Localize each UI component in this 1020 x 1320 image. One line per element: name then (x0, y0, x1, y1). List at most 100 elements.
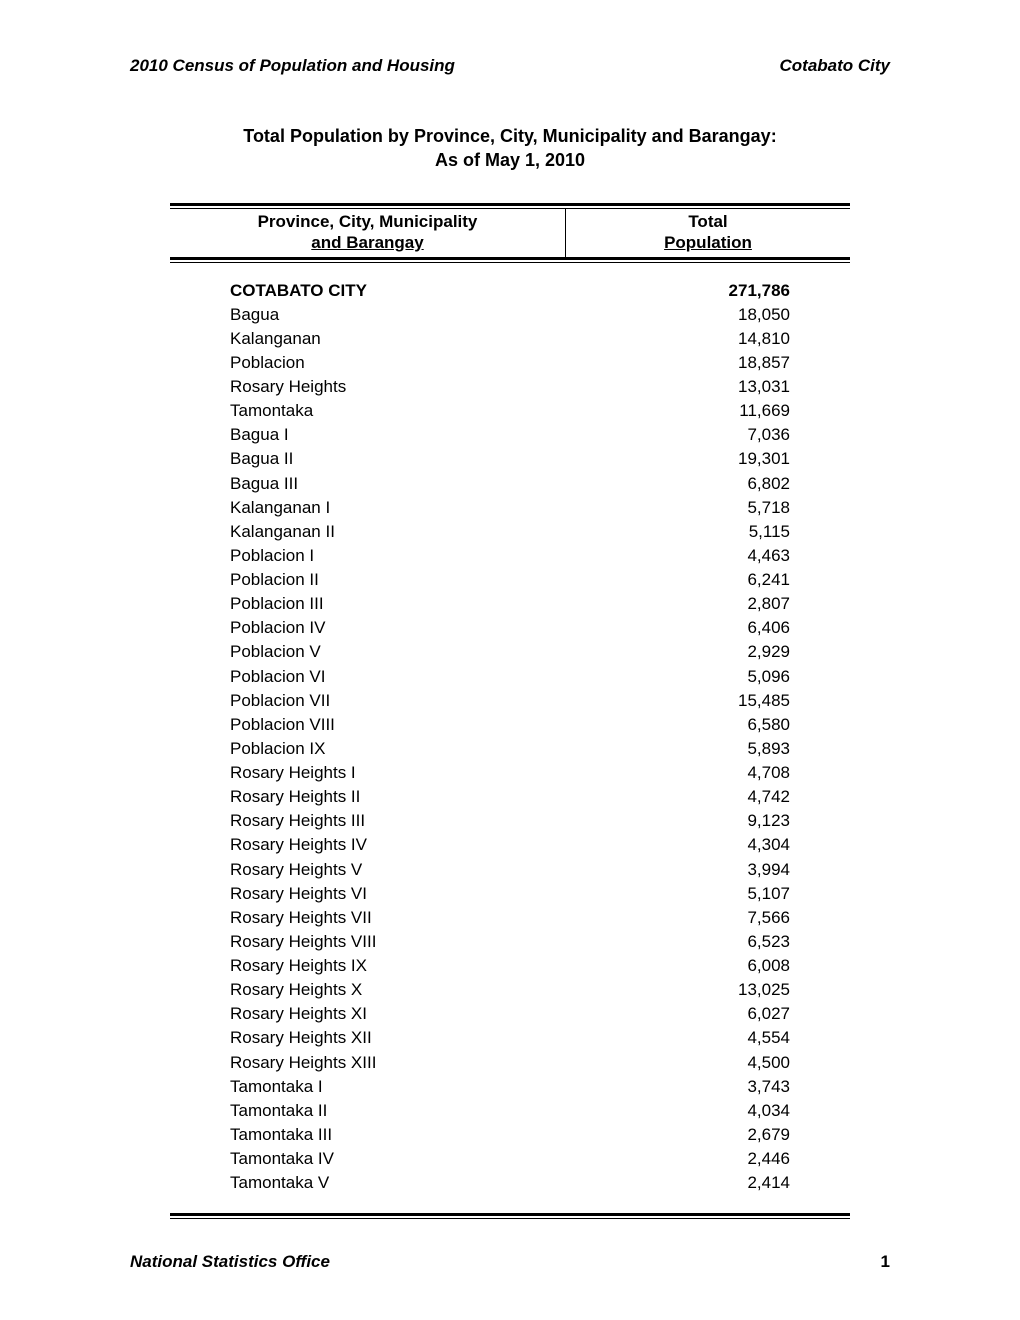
row-name: Poblacion I (170, 544, 565, 568)
row-value: 6,008 (565, 954, 850, 978)
table-row: Kalanganan I5,718 (170, 496, 850, 520)
running-header: 2010 Census of Population and Housing Co… (130, 56, 890, 76)
row-value: 2,679 (565, 1123, 850, 1147)
table-row: Poblacion I4,463 (170, 544, 850, 568)
row-name: Rosary Heights VIII (170, 930, 565, 954)
row-value: 4,554 (565, 1026, 850, 1050)
row-value: 13,031 (565, 375, 850, 399)
row-name: Rosary Heights II (170, 785, 565, 809)
column-header-row-2: and Barangay Population (170, 233, 850, 257)
row-name: Rosary Heights V (170, 858, 565, 882)
row-name: Kalanganan I (170, 496, 565, 520)
row-name: Poblacion VII (170, 689, 565, 713)
row-value: 18,857 (565, 351, 850, 375)
row-name: Bagua III (170, 472, 565, 496)
row-value: 6,523 (565, 930, 850, 954)
row-name: Poblacion IV (170, 616, 565, 640)
table-row: Poblacion VII15,485 (170, 689, 850, 713)
row-name: Poblacion IX (170, 737, 565, 761)
page: 2010 Census of Population and Housing Co… (0, 0, 1020, 1320)
row-name: Poblacion V (170, 640, 565, 664)
table-row: COTABATO CITY271,786 (170, 279, 850, 303)
row-name: Rosary Heights VII (170, 906, 565, 930)
row-name: Tamontaka III (170, 1123, 565, 1147)
col-left-line1: Province, City, Municipality (170, 209, 565, 233)
document-title: Total Population by Province, City, Muni… (130, 124, 890, 173)
row-name: Rosary Heights XI (170, 1002, 565, 1026)
row-name: Rosary Heights X (170, 978, 565, 1002)
row-name: Poblacion (170, 351, 565, 375)
table-row: Rosary Heights IX6,008 (170, 954, 850, 978)
row-value: 15,485 (565, 689, 850, 713)
row-value: 5,115 (565, 520, 850, 544)
row-name: Kalanganan II (170, 520, 565, 544)
table-row: Kalanganan II5,115 (170, 520, 850, 544)
table-row: Tamontaka IV2,446 (170, 1147, 850, 1171)
row-name: Poblacion III (170, 592, 565, 616)
row-value: 13,025 (565, 978, 850, 1002)
row-value: 2,414 (565, 1171, 850, 1195)
table-row: Rosary Heights13,031 (170, 375, 850, 399)
row-name: Rosary Heights XIII (170, 1051, 565, 1075)
row-name: Rosary Heights III (170, 809, 565, 833)
row-name: Rosary Heights IX (170, 954, 565, 978)
table-row: Tamontaka I3,743 (170, 1075, 850, 1099)
footer-org: National Statistics Office (130, 1252, 330, 1272)
title-line-1: Total Population by Province, City, Muni… (130, 124, 890, 148)
table-row: Bagua18,050 (170, 303, 850, 327)
row-value: 19,301 (565, 447, 850, 471)
table-row: Rosary Heights VIII6,523 (170, 930, 850, 954)
row-value: 5,107 (565, 882, 850, 906)
row-value: 6,580 (565, 713, 850, 737)
table-row: Rosary Heights II4,742 (170, 785, 850, 809)
row-value: 6,802 (565, 472, 850, 496)
row-value: 3,994 (565, 858, 850, 882)
row-value: 4,742 (565, 785, 850, 809)
row-name: Tamontaka (170, 399, 565, 423)
row-value: 6,241 (565, 568, 850, 592)
row-name: Rosary Heights IV (170, 833, 565, 857)
row-name: Rosary Heights I (170, 761, 565, 785)
table-row: Rosary Heights V3,994 (170, 858, 850, 882)
table-row: Rosary Heights X13,025 (170, 978, 850, 1002)
row-value: 18,050 (565, 303, 850, 327)
row-name: Bagua II (170, 447, 565, 471)
table-row: Rosary Heights I4,708 (170, 761, 850, 785)
table-row: Poblacion IX5,893 (170, 737, 850, 761)
row-value: 4,463 (565, 544, 850, 568)
row-value: 4,500 (565, 1051, 850, 1075)
row-name: Bagua I (170, 423, 565, 447)
table-row: Poblacion II6,241 (170, 568, 850, 592)
row-value: 6,027 (565, 1002, 850, 1026)
header-right: Cotabato City (780, 56, 891, 76)
row-name: Kalanganan (170, 327, 565, 351)
row-value: 271,786 (565, 279, 850, 303)
row-value: 4,304 (565, 833, 850, 857)
table-row: Poblacion V2,929 (170, 640, 850, 664)
row-name: Rosary Heights (170, 375, 565, 399)
col-right-line2: Population (566, 233, 850, 257)
table-row: Tamontaka V2,414 (170, 1171, 850, 1195)
row-value: 7,036 (565, 423, 850, 447)
table-row: Poblacion IV6,406 (170, 616, 850, 640)
row-name: Poblacion VIII (170, 713, 565, 737)
table-row: Rosary Heights IV4,304 (170, 833, 850, 857)
row-value: 4,034 (565, 1099, 850, 1123)
row-value: 5,718 (565, 496, 850, 520)
table-row: Rosary Heights XII4,554 (170, 1026, 850, 1050)
table-row: Bagua II19,301 (170, 447, 850, 471)
column-header-row-1: Province, City, Municipality Total (170, 209, 850, 233)
row-name: Tamontaka IV (170, 1147, 565, 1171)
row-value: 5,893 (565, 737, 850, 761)
row-name: Poblacion VI (170, 665, 565, 689)
row-value: 2,929 (565, 640, 850, 664)
col-right-line1: Total (566, 209, 850, 233)
row-name: COTABATO CITY (170, 279, 565, 303)
table-row: Poblacion III2,807 (170, 592, 850, 616)
table-row: Bagua I7,036 (170, 423, 850, 447)
table-row: Poblacion VIII6,580 (170, 713, 850, 737)
row-value: 2,807 (565, 592, 850, 616)
running-footer: National Statistics Office 1 (130, 1252, 890, 1272)
header-left: 2010 Census of Population and Housing (130, 56, 455, 76)
table-row: Rosary Heights XI6,027 (170, 1002, 850, 1026)
